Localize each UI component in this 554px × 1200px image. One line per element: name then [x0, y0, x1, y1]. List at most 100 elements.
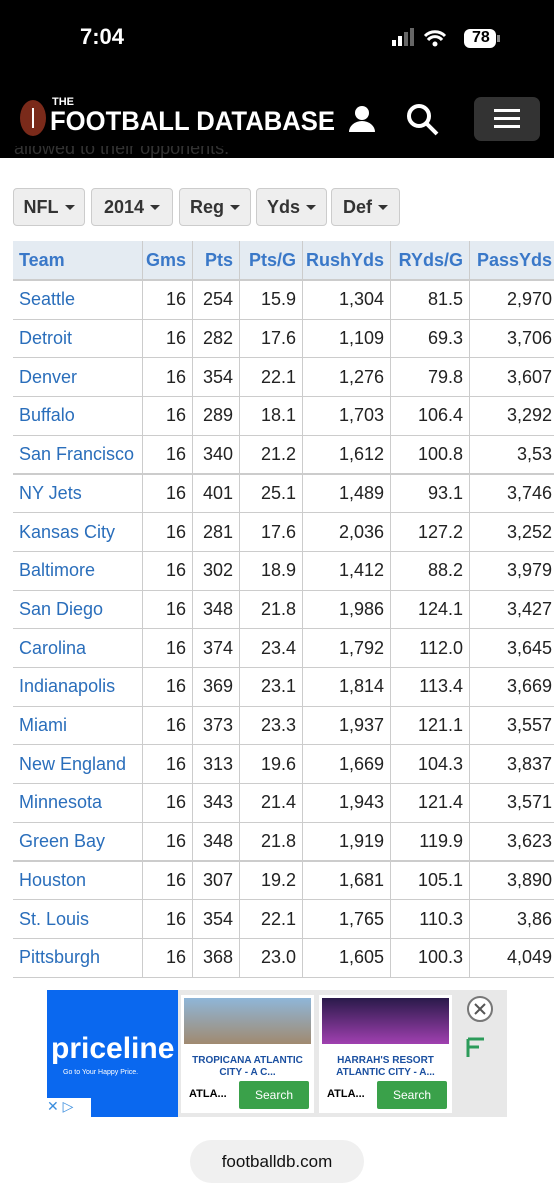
team-link[interactable]: Minnesota — [13, 783, 143, 823]
stat-cell: 2,970 — [469, 280, 554, 320]
stat-cell: 104.3 — [390, 744, 470, 785]
ad-search-button[interactable]: Search — [377, 1081, 447, 1109]
ad-banner[interactable]: priceline Go to Your Happy Price. ✕ ▷ TR… — [47, 990, 507, 1117]
stat-cell: 16 — [142, 705, 193, 746]
stat-cell: 368 — [192, 937, 240, 978]
stat-cell: 302 — [192, 550, 240, 591]
stat-cell: 23.3 — [239, 705, 303, 746]
stat-cell: 121.1 — [390, 705, 470, 746]
stat-cell: 307 — [192, 860, 240, 901]
stat-cell: 1,304 — [302, 280, 391, 320]
ad-card-image — [184, 998, 311, 1044]
stat-cell: 1,605 — [302, 937, 391, 978]
ad-choices[interactable]: ✕ ▷ — [47, 1098, 91, 1117]
stat-cell: 1,276 — [302, 357, 391, 398]
stat-cell: 23.0 — [239, 937, 303, 978]
stat-cell: 3,645 — [469, 628, 554, 668]
team-link[interactable]: Denver — [13, 357, 143, 398]
stat-cell: 19.6 — [239, 744, 303, 785]
team-link[interactable]: San Francisco — [13, 434, 143, 475]
stat-cell: 18.1 — [239, 396, 303, 436]
stat-cell: 16 — [142, 550, 193, 591]
team-link[interactable]: Seattle — [13, 280, 143, 320]
stat-cell: 16 — [142, 280, 193, 320]
url-bar[interactable]: footballdb.com — [190, 1140, 364, 1183]
filter-dropdown[interactable]: NFL — [13, 188, 85, 226]
stat-cell: 3,607 — [469, 357, 554, 398]
stat-cell: 3,571 — [469, 783, 554, 823]
stat-cell: 16 — [142, 899, 193, 939]
team-link[interactable]: St. Louis — [13, 899, 143, 939]
team-link[interactable]: NY Jets — [13, 473, 143, 514]
stat-cell: 3,557 — [469, 705, 554, 746]
stat-cell: 23.1 — [239, 667, 303, 707]
column-header[interactable]: RushYds — [302, 241, 391, 280]
stat-cell: 17.6 — [239, 318, 303, 359]
stat-cell: 3,53 — [469, 434, 554, 475]
filter-dropdown[interactable]: Def — [331, 188, 400, 226]
stat-cell: 22.1 — [239, 899, 303, 939]
stat-cell: 23.4 — [239, 628, 303, 668]
stat-cell: 401 — [192, 473, 240, 514]
team-link[interactable]: San Diego — [13, 589, 143, 630]
ad-card-title: HARRAH'S RESORT ATLANTIC CITY - A... — [336, 1055, 435, 1078]
stat-cell: 21.2 — [239, 434, 303, 475]
ad-card[interactable]: HARRAH'S RESORT ATLANTIC CITY - A... ATLA… — [319, 995, 452, 1113]
ad-close[interactable] — [465, 994, 495, 1024]
search-button[interactable] — [405, 102, 441, 138]
logo[interactable]: FOOTBALL DATABASE — [50, 106, 335, 136]
stat-cell: 2,036 — [302, 512, 391, 552]
status-time: 7:04 — [80, 24, 125, 49]
filter-dropdown[interactable]: Yds — [256, 188, 327, 226]
team-link[interactable]: New England — [13, 744, 143, 785]
stat-cell: 93.1 — [390, 473, 470, 514]
stat-cell: 343 — [192, 783, 240, 823]
status-icons — [392, 28, 500, 48]
stat-cell: 25.1 — [239, 473, 303, 514]
stat-cell: 113.4 — [390, 667, 470, 707]
team-link[interactable]: Indianapolis — [13, 667, 143, 707]
stat-cell: 127.2 — [390, 512, 470, 552]
column-header[interactable]: Gms — [142, 241, 193, 280]
stat-cell: 79.8 — [390, 357, 470, 398]
team-link[interactable]: Kansas City — [13, 512, 143, 552]
ad-search-button[interactable]: Search — [239, 1081, 309, 1109]
stat-cell: 3,706 — [469, 318, 554, 359]
stat-cell: 81.5 — [390, 280, 470, 320]
stat-cell: 16 — [142, 937, 193, 978]
stat-cell: 16 — [142, 357, 193, 398]
ad-card[interactable]: TROPICANA ATLANTIC CITY - A C... ATLA... S… — [181, 995, 314, 1113]
team-link[interactable]: Pittsburgh — [13, 937, 143, 978]
stat-cell: 3,669 — [469, 667, 554, 707]
team-link[interactable]: Carolina — [13, 628, 143, 668]
stat-cell: 3,837 — [469, 744, 554, 785]
filter-dropdown[interactable]: Reg — [179, 188, 251, 226]
stat-cell: 16 — [142, 667, 193, 707]
stat-cell: 3,979 — [469, 550, 554, 591]
column-header[interactable]: PassYds — [469, 241, 554, 280]
column-header[interactable]: RYds/G — [390, 241, 470, 280]
stat-cell: 16 — [142, 628, 193, 668]
stat-cell: 1,681 — [302, 860, 391, 901]
stat-cell: 3,623 — [469, 821, 554, 862]
team-link[interactable]: Buffalo — [13, 396, 143, 436]
ad-brand-panel: priceline Go to Your Happy Price. — [47, 990, 178, 1117]
stat-cell: 15.9 — [239, 280, 303, 320]
intro-text: allowed to their opponents. — [14, 146, 230, 158]
stat-cell: 17.6 — [239, 512, 303, 552]
menu-button[interactable] — [474, 97, 540, 141]
team-link[interactable]: Baltimore — [13, 550, 143, 591]
account-button[interactable] — [347, 104, 379, 136]
team-link[interactable]: Green Bay — [13, 821, 143, 862]
ad-card-image — [322, 998, 449, 1044]
team-link[interactable]: Miami — [13, 705, 143, 746]
column-header[interactable]: Pts/G — [239, 241, 303, 280]
stat-cell: 16 — [142, 318, 193, 359]
filter-dropdown[interactable]: 2014 — [91, 188, 173, 226]
team-link[interactable]: Houston — [13, 860, 143, 901]
column-header[interactable]: Pts — [192, 241, 240, 280]
stat-cell: 100.8 — [390, 434, 470, 475]
column-header[interactable]: Team — [13, 241, 143, 280]
team-link[interactable]: Detroit — [13, 318, 143, 359]
stat-cell: 88.2 — [390, 550, 470, 591]
